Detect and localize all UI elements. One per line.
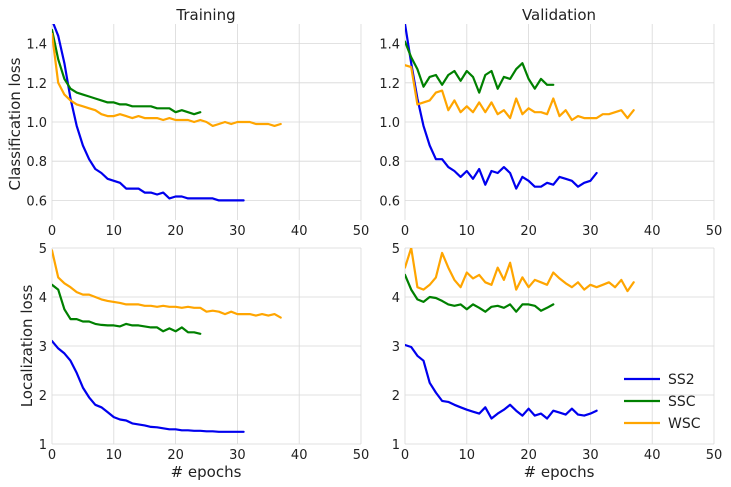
training-classification-x-tick-label: 10 xyxy=(106,224,123,239)
validation-localization-y-tick-label: 1 xyxy=(392,438,400,453)
training-classification-y-tick-label: 0.6 xyxy=(26,194,47,209)
validation-classification-x-tick-label: 10 xyxy=(459,224,476,239)
training-localization-x-tick-label: 20 xyxy=(167,448,184,463)
training-classification-x-tick-label: 40 xyxy=(291,224,308,239)
training-classification-x-tick-label: 20 xyxy=(167,224,184,239)
training-classification-y-tick-label: 1.2 xyxy=(26,77,47,92)
validation-classification-y-tick-label: 1.4 xyxy=(379,38,400,53)
training-localization-series-wsc xyxy=(52,249,282,319)
validation-localization-x-tick-label: 30 xyxy=(582,448,599,463)
validation-localization-x-tick-label: 40 xyxy=(644,448,661,463)
validation-classification-series-ssc xyxy=(405,40,555,94)
validation-classification-x-tick-label: 0 xyxy=(401,224,409,239)
validation-localization-y-tick-label: 5 xyxy=(392,242,400,257)
validation-localization-panel: 0 10 20 30 40 50 1 2 3 4 5 xyxy=(392,242,723,463)
validation-localization-y-tick-label: 4 xyxy=(392,291,400,306)
validation-localization-series-ss2 xyxy=(405,343,598,420)
validation-localization-x-tick-label: 0 xyxy=(401,448,409,463)
validation-localization-y-tick-label: 3 xyxy=(392,340,400,355)
validation-classification-x-tick-label: 50 xyxy=(706,224,723,239)
validation-classification-series-wsc xyxy=(405,64,635,122)
training-localization-y-tick-label: 2 xyxy=(39,389,47,404)
validation-localization-x-tick-label: 20 xyxy=(520,448,537,463)
validation-localization-series-wsc xyxy=(405,248,635,293)
training-classification-series-ssc xyxy=(52,28,202,116)
training-localization-x-tick-label: 50 xyxy=(353,448,370,463)
validation-classification-panel: 0 10 20 30 40 50 0.6 0.8 1.0 1.2 1.4 xyxy=(379,24,722,239)
training-localization-x-tick-label: 0 xyxy=(48,448,56,463)
training-classification-y-tick-label: 0.8 xyxy=(26,155,47,170)
validation-classification-y-tick-label: 1.2 xyxy=(379,77,400,92)
validation-classification-x-tick-label: 20 xyxy=(520,224,537,239)
validation-classification-y-tick-label: 0.8 xyxy=(379,155,400,170)
training-localization-x-tick-label: 10 xyxy=(106,448,123,463)
legend: SS2 SSC WSC xyxy=(624,372,701,432)
training-localization-y-tick-label: 5 xyxy=(39,242,47,257)
training-xlabel: # epochs xyxy=(171,463,242,481)
validation-localization-series-ssc xyxy=(405,273,555,313)
classification-ylabel: Classification loss xyxy=(6,57,24,190)
training-classification-series-wsc xyxy=(52,32,282,128)
legend-label-ssc: SSC xyxy=(668,394,696,410)
localization-ylabel: Localization loss xyxy=(18,285,36,408)
training-classification-panel: 0 10 20 30 40 50 0.6 0.8 1.0 1.2 1.4 xyxy=(26,24,370,239)
training-title: Training xyxy=(175,6,235,24)
validation-classification-series-ss2 xyxy=(405,24,598,190)
legend-label-wsc: WSC xyxy=(668,416,701,432)
training-classification-y-tick-label: 1.0 xyxy=(26,116,47,131)
training-localization-series-ss2 xyxy=(52,340,245,433)
training-localization-x-tick-label: 40 xyxy=(291,448,308,463)
training-classification-x-tick-label: 30 xyxy=(229,224,246,239)
training-classification-x-tick-label: 50 xyxy=(353,224,370,239)
validation-localization-x-tick-label: 10 xyxy=(459,448,476,463)
training-localization-panel: 0 10 20 30 40 50 1 2 3 4 5 xyxy=(39,242,370,463)
validation-localization-y-tick-label: 2 xyxy=(392,389,400,404)
validation-title: Validation xyxy=(522,6,596,24)
training-localization-y-tick-label: 3 xyxy=(39,340,47,355)
training-localization-x-tick-label: 30 xyxy=(229,448,246,463)
training-localization-series-ssc xyxy=(52,283,202,335)
training-localization-y-tick-label: 4 xyxy=(39,291,47,306)
validation-xlabel: # epochs xyxy=(524,463,595,481)
validation-classification-x-tick-label: 40 xyxy=(644,224,661,239)
validation-classification-x-tick-label: 30 xyxy=(582,224,599,239)
training-localization-y-tick-label: 1 xyxy=(39,438,47,453)
legend-label-ss2: SS2 xyxy=(668,372,695,388)
validation-classification-y-tick-label: 0.6 xyxy=(379,194,400,209)
validation-classification-y-tick-label: 1.0 xyxy=(379,116,400,131)
training-classification-series-ss2 xyxy=(52,24,245,202)
validation-localization-x-tick-label: 50 xyxy=(706,448,723,463)
training-classification-x-tick-label: 0 xyxy=(48,224,56,239)
training-classification-y-tick-label: 1.4 xyxy=(26,38,47,53)
